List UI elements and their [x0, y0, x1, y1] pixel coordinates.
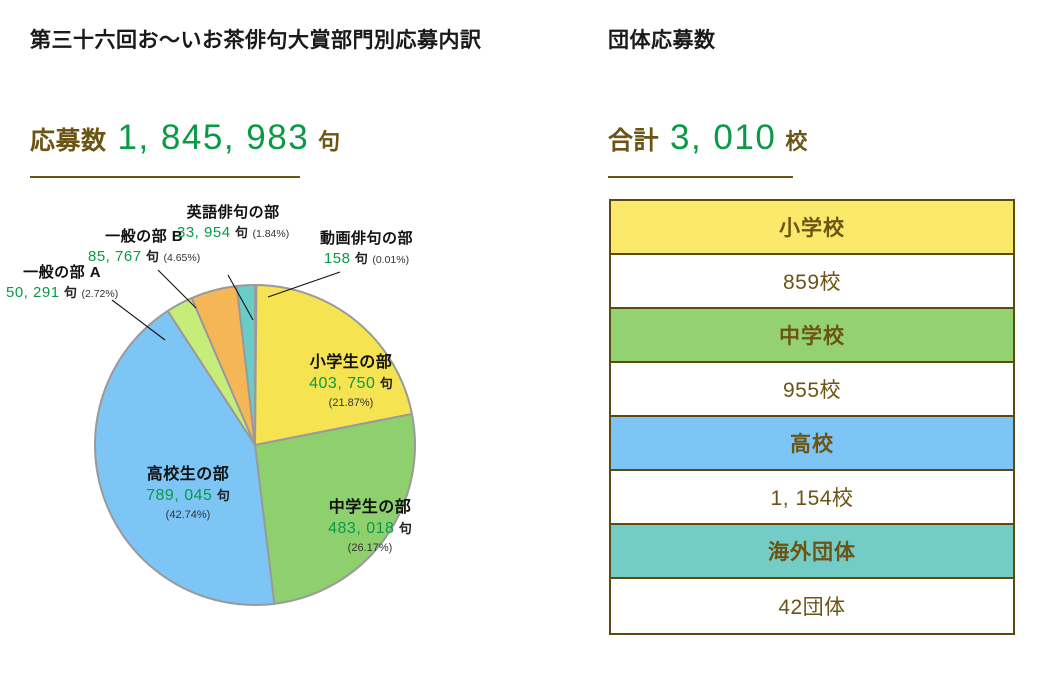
org-table-value-row: 955校	[611, 363, 1013, 417]
pie-callout-ippan-b: 一般の部 B 85, 767 句 (4.65%)	[88, 228, 200, 267]
pie-label-elementary-value: 403, 750	[309, 374, 376, 392]
left-total-underline	[30, 176, 300, 178]
pie-callout-video: 動画俳句の部 158 句 (0.01%)	[320, 230, 413, 269]
pie-callout-ippan-b-name: 一般の部 B	[105, 228, 184, 245]
pie-callout-video-name: 動画俳句の部	[320, 230, 414, 247]
pie-slice	[254, 284, 413, 446]
leader-english	[227, 274, 254, 321]
pie-callout-ippan-a-value: 50, 291	[6, 283, 60, 301]
pie-slice	[254, 413, 416, 605]
pie-callout-ippan-b-value: 85, 767	[88, 247, 142, 265]
pie-chart: 一般の部 A 50, 291 句 (2.72%) 一般の部 B 85, 767 …	[0, 190, 580, 660]
pie-label-highschool-unit: 句	[216, 487, 230, 503]
pie-label-highschool-name: 高校生の部	[146, 466, 230, 483]
pie-callout-ippan-b-pct: (4.65%)	[163, 251, 201, 264]
pie-label-juniorhigh-unit: 句	[398, 520, 412, 536]
org-table-value-row: 42団体	[611, 579, 1013, 633]
pie-callout-english: 英語俳句の部 33, 954 句 (1.84%)	[177, 204, 289, 243]
pie-label-elementary-name: 小学生の部	[309, 354, 393, 371]
left-total-line: 応募数 1, 845, 983 句	[30, 118, 340, 158]
pie-callout-english-name: 英語俳句の部	[186, 204, 280, 221]
pie-callout-video-unit: 句	[354, 250, 368, 266]
pie-label-elementary-pct: (21.87%)	[328, 396, 374, 409]
org-table-category-row: 海外団体	[611, 525, 1013, 579]
pie-callout-video-value: 158	[323, 249, 351, 267]
pie-callout-video-pct: (0.01%)	[372, 253, 410, 266]
pie-callout-english-value: 33, 954	[177, 223, 231, 241]
pie-callout-english-unit: 句	[235, 224, 249, 240]
leader-video	[267, 271, 341, 298]
org-table-category-row: 中学校	[611, 309, 1013, 363]
pie-callout-ippan-a-pct: (2.72%)	[81, 287, 119, 300]
leader-ippan-b	[157, 269, 197, 309]
pie-callout-ippan-a-unit: 句	[64, 284, 78, 300]
pie-label-juniorhigh-value: 483, 018	[328, 519, 395, 537]
leader-ippan-a	[111, 299, 166, 341]
organization-table: 小学校 859校 中学校 955校 高校 1, 154校 海外団体 42団体	[609, 199, 1015, 635]
right-total-label: 合計	[608, 127, 660, 155]
pie-label-juniorhigh: 中学生の部 483, 018 句 (26.17%)	[300, 498, 440, 555]
left-total-unit: 句	[318, 129, 341, 154]
pie-callout-english-pct: (1.84%)	[252, 227, 290, 240]
pie-callout-ippan-a: 一般の部 A 50, 291 句 (2.72%)	[6, 264, 118, 303]
pie-slice	[94, 309, 276, 606]
pie-callout-ippan-a-name: 一般の部 A	[23, 264, 102, 281]
pie-leader-lines	[111, 269, 341, 341]
right-total-value: 3, 010	[670, 118, 777, 157]
pie-chart-svg	[94, 269, 416, 606]
pie-label-highschool-pct: (42.74%)	[165, 508, 211, 521]
left-total-value: 1, 845, 983	[117, 118, 310, 157]
right-total-line: 合計 3, 010 校	[608, 118, 807, 158]
left-total-label: 応募数	[30, 127, 107, 155]
org-table-category-row: 高校	[611, 417, 1013, 471]
pie-callout-ippan-b-unit: 句	[146, 248, 160, 264]
pie-label-juniorhigh-pct: (26.17%)	[347, 541, 393, 554]
right-panel-title: 団体応募数	[608, 29, 716, 52]
left-panel-title: 第三十六回お～いお茶俳句大賞部門別応募内訳	[30, 29, 482, 52]
pie-label-elementary: 小学生の部 403, 750 句 (21.87%)	[281, 353, 421, 410]
org-table-value-row: 1, 154校	[611, 471, 1013, 525]
pie-slices	[94, 283, 416, 606]
org-table-category-row: 小学校	[611, 201, 1013, 255]
right-total-underline	[608, 176, 793, 178]
pie-label-juniorhigh-name: 中学生の部	[328, 499, 412, 516]
right-total-unit: 校	[785, 129, 808, 154]
pie-label-elementary-unit: 句	[379, 375, 393, 391]
org-table-value-row: 859校	[611, 255, 1013, 309]
pie-label-highschool: 高校生の部 789, 045 句 (42.74%)	[118, 465, 258, 522]
pie-slice	[254, 284, 258, 446]
pie-label-highschool-value: 789, 045	[146, 486, 213, 504]
